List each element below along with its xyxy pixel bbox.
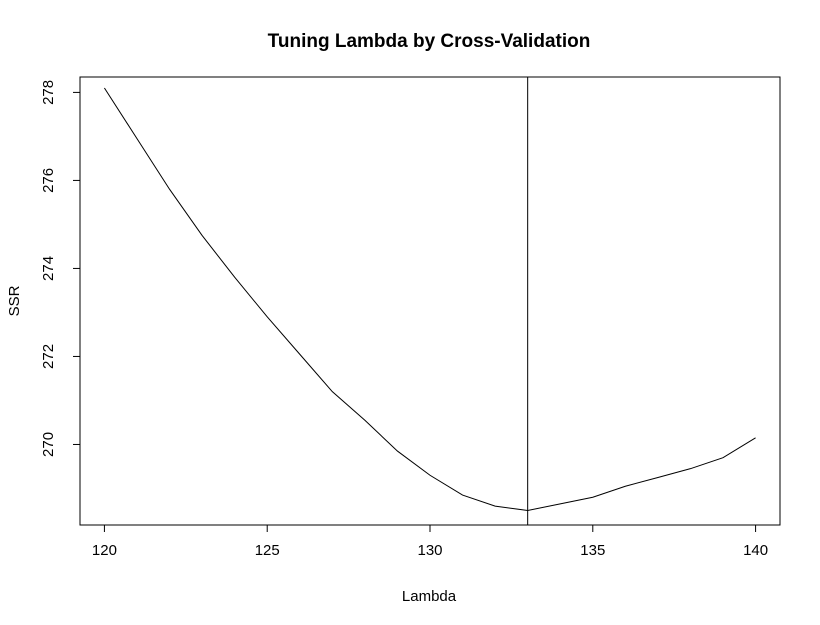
y-tick-label: 270 (40, 432, 57, 457)
y-tick-label: 272 (40, 344, 57, 369)
chart-title: Tuning Lambda by Cross-Validation (268, 31, 591, 52)
series-layer (103, 77, 756, 525)
y-tick-label: 278 (40, 80, 57, 105)
plot-frame (79, 76, 781, 526)
x-tick-label: 125 (255, 542, 280, 559)
y-axis-label: SSR (6, 285, 23, 316)
x-tick-label: 130 (417, 542, 442, 559)
x-tick-label: 140 (743, 542, 768, 559)
series-line (103, 87, 756, 511)
x-axis: 120 125 130 135 140 (92, 524, 768, 559)
x-tick-label: 135 (580, 542, 605, 559)
y-tick-label: 274 (40, 256, 57, 281)
y-tick-label: 276 (40, 168, 57, 193)
x-tick-label: 120 (92, 542, 117, 559)
x-axis-label: Lambda (402, 588, 457, 605)
y-axis: 270 272 274 276 278 (40, 80, 81, 457)
